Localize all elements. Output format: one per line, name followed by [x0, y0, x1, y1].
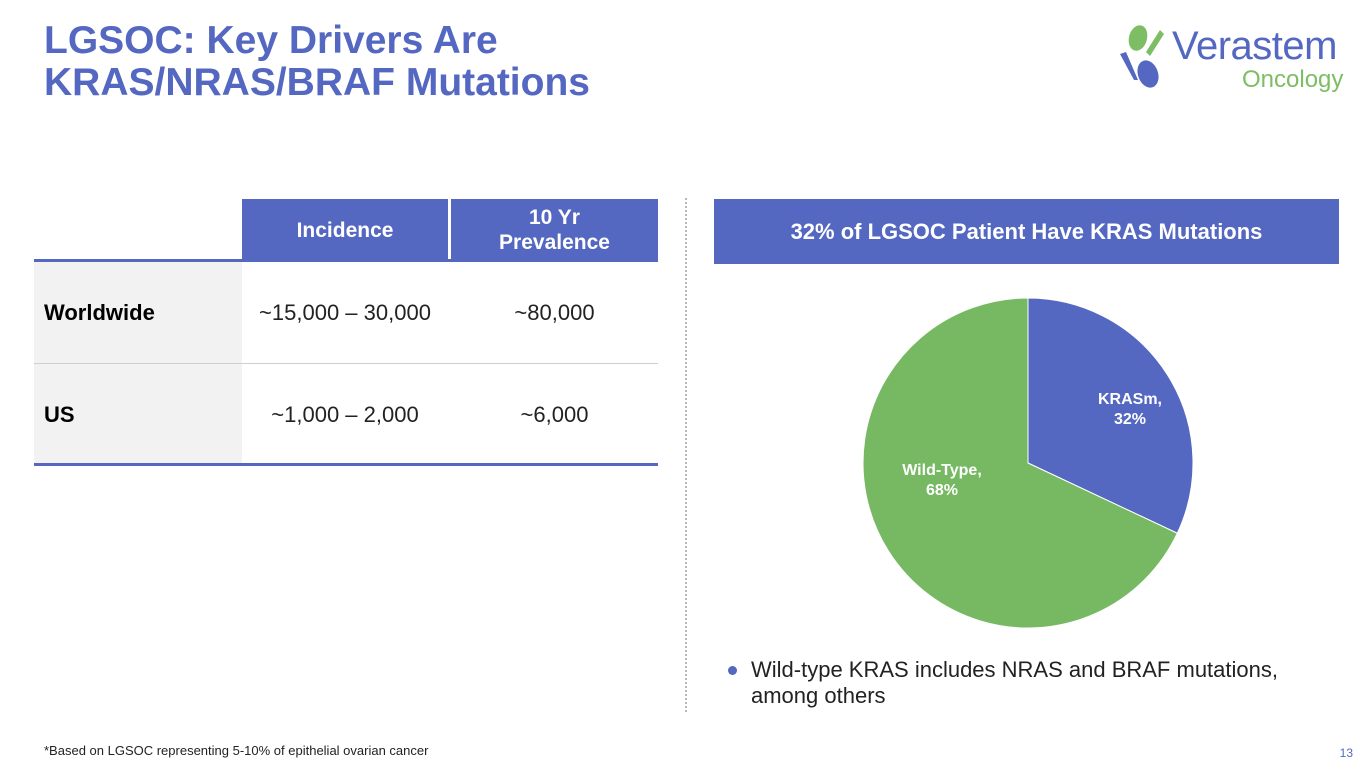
- table-row: US ~1,000 – 2,000 ~6,000: [34, 364, 658, 465]
- cell-us-prevalence: ~6,000: [520, 401, 589, 427]
- slice-label-wild-type: Wild-Type, 68%: [872, 461, 1012, 501]
- cell-worldwide-incidence: ~15,000 – 30,000: [259, 299, 431, 325]
- kras-pie-chart: [862, 297, 1194, 629]
- page-number: 13: [1339, 746, 1353, 760]
- cell-worldwide-prevalence: ~80,000: [514, 299, 595, 325]
- verastem-logo-icon: [1120, 25, 1164, 88]
- slide-title-line-1: LGSOC: Key Drivers Are: [44, 19, 498, 62]
- logo-sub: Oncology: [1242, 66, 1344, 93]
- column-divider: [685, 198, 687, 712]
- header-prevalence-line-1: 10 Yr: [528, 206, 580, 229]
- row-label-us: US: [34, 364, 242, 465]
- header-prevalence-line-2: Prevalence: [499, 231, 610, 254]
- verastem-logo: Verastem Oncology: [1116, 22, 1356, 98]
- bullet-note: Wild-type KRAS includes NRAS and BRAF mu…: [724, 657, 1324, 709]
- incidence-table: Incidence 10 Yr Prevalence Worldwide ~15…: [34, 199, 658, 465]
- bullet-line-2: among others: [751, 683, 886, 708]
- header-incidence: Incidence: [242, 199, 448, 261]
- slice-label-kras-value: 32%: [1113, 411, 1147, 428]
- footnote: *Based on LGSOC representing 5-10% of ep…: [44, 743, 429, 758]
- table-bottom-rule: [34, 463, 658, 466]
- chart-title: 32% of LGSOC Patient Have KRAS Mutations: [714, 199, 1339, 264]
- slice-label-kras-name: KRASm,: [1097, 391, 1162, 408]
- table-header-rule: [34, 259, 658, 262]
- bullet-dot-icon: [728, 666, 737, 675]
- slice-label-wild-type-value: 68%: [925, 482, 959, 499]
- header-prevalence: 10 Yr Prevalence: [451, 199, 658, 261]
- slide-title: LGSOC: Key Drivers Are KRAS/NRAS/BRAF Mu…: [44, 20, 684, 104]
- pie-slice-wild-type: [862, 297, 1178, 629]
- cell-us-incidence: ~1,000 – 2,000: [271, 401, 419, 427]
- row-label-worldwide: Worldwide: [34, 262, 242, 363]
- slice-label-kras: KRASm, 32%: [1060, 390, 1200, 430]
- slice-label-wild-type-name: Wild-Type,: [902, 462, 982, 479]
- slide-title-line-2: KRAS/NRAS/BRAF Mutations: [44, 61, 590, 104]
- bullet-line-1: Wild-type KRAS includes NRAS and BRAF mu…: [751, 657, 1278, 682]
- table-row: Worldwide ~15,000 – 30,000 ~80,000: [34, 262, 658, 364]
- table-header: Incidence 10 Yr Prevalence: [34, 199, 658, 261]
- logo-name: Verastem: [1172, 24, 1337, 68]
- pie-slice-krasm: [1027, 297, 1194, 534]
